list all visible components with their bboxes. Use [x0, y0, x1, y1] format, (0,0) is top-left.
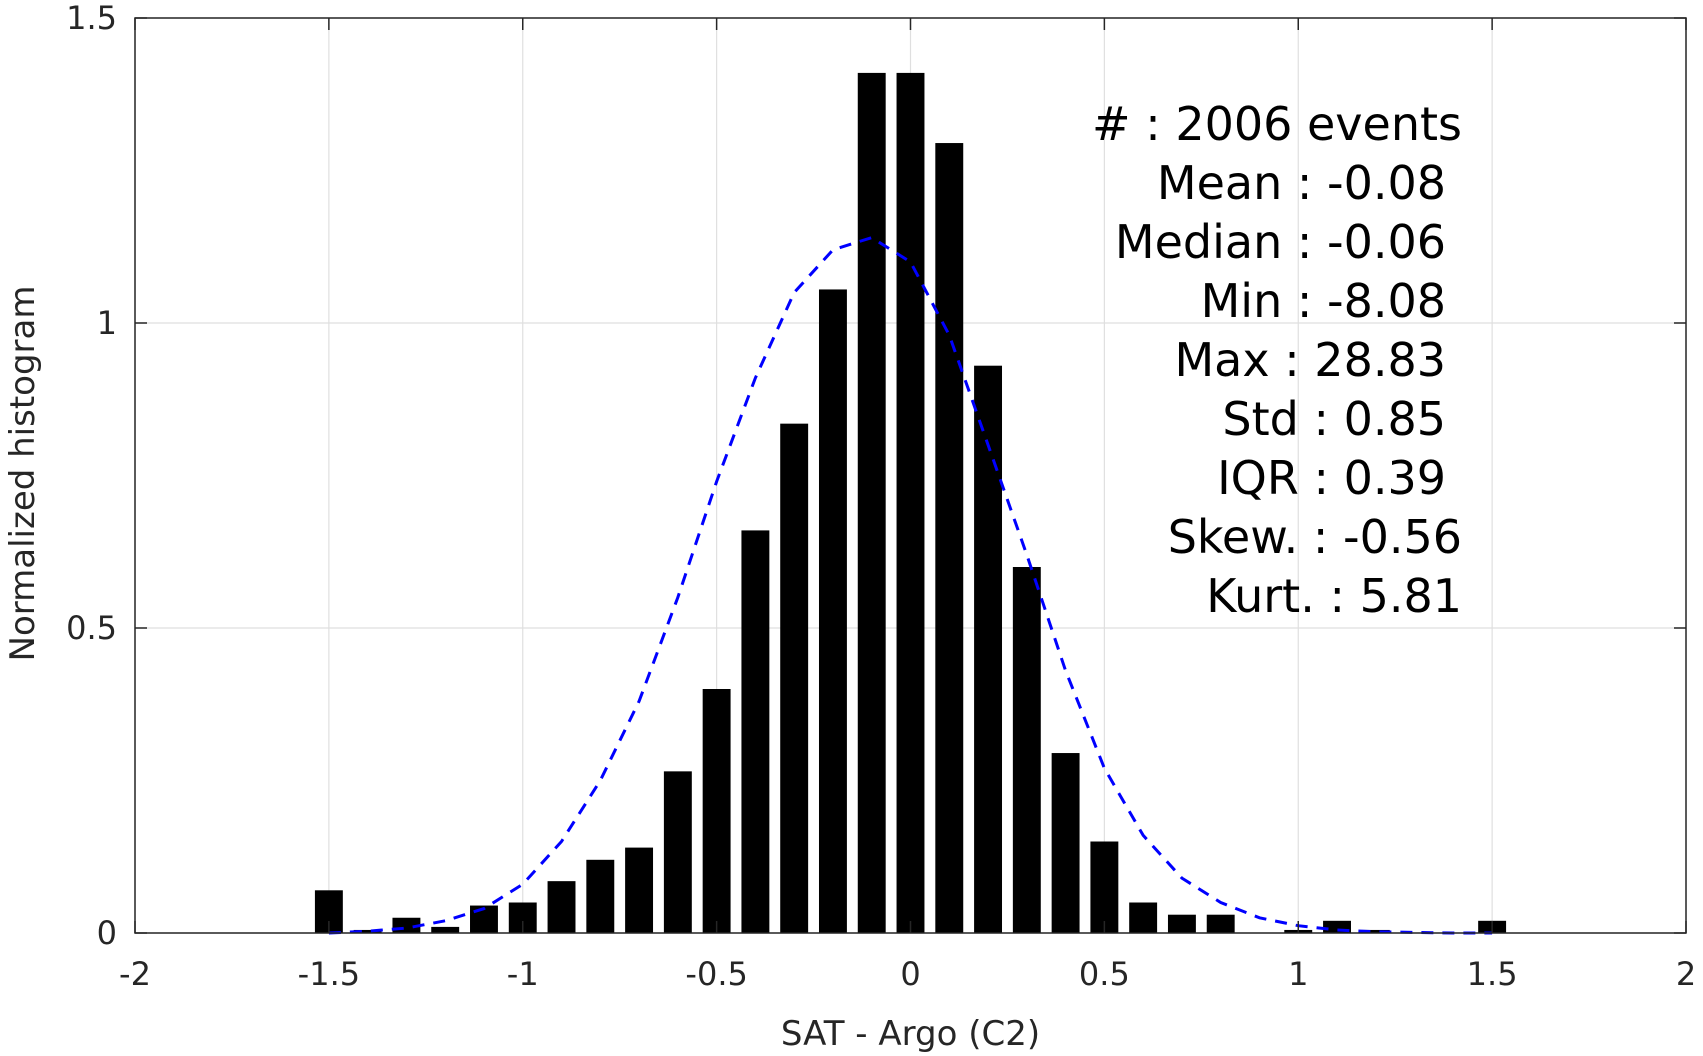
- histogram-bar: [663, 771, 692, 933]
- stats-line: Skew. : -0.56: [1168, 510, 1462, 564]
- x-tick-label: 0: [900, 955, 920, 993]
- histogram-bar: [702, 689, 731, 933]
- y-tick-label: 1.5: [66, 0, 117, 37]
- stats-line: Std : 0.85: [1222, 392, 1446, 446]
- x-tick-label: -1: [507, 955, 539, 993]
- x-tick-label: -1.5: [298, 955, 360, 993]
- y-tick-label: 1: [97, 304, 117, 342]
- histogram-bar: [353, 929, 382, 933]
- histogram-bar: [974, 365, 1003, 933]
- histogram-bar: [586, 859, 615, 933]
- stats-line: IQR : 0.39: [1217, 451, 1446, 505]
- histogram-bar: [1090, 841, 1119, 933]
- histogram-bar: [741, 530, 770, 933]
- x-tick-label: -0.5: [685, 955, 747, 993]
- x-tick-label: 0.5: [1079, 955, 1130, 993]
- histogram-bar: [1206, 914, 1235, 933]
- stats-line: Kurt. : 5.81: [1206, 569, 1462, 623]
- y-axis-title: Normalized histogram: [3, 286, 43, 662]
- x-tick-label: 2: [1676, 955, 1696, 993]
- histogram-bar: [625, 847, 654, 933]
- histogram-bar: [1361, 929, 1390, 933]
- x-tick-label: -2: [119, 955, 151, 993]
- x-tick-label: 1.5: [1467, 955, 1518, 993]
- histogram-bar: [935, 143, 964, 934]
- histogram-bar: [818, 289, 847, 933]
- stats-line: Median : -0.06: [1115, 215, 1446, 269]
- histogram-bar: [1167, 914, 1196, 933]
- stats-line: Max : 28.83: [1174, 333, 1446, 387]
- y-tick-label: 0: [97, 914, 117, 952]
- histogram-bar: [1012, 567, 1041, 933]
- x-tick-label: 1: [1288, 955, 1308, 993]
- histogram-bar: [547, 881, 576, 933]
- histogram-bar: [857, 72, 886, 933]
- histogram-bar: [1129, 902, 1158, 933]
- histogram-bar: [431, 926, 460, 933]
- x-axis-title: SAT - Argo (C2): [781, 1014, 1040, 1054]
- histogram-bars: [314, 72, 1507, 934]
- histogram-bar: [896, 72, 925, 933]
- histogram-bar: [780, 423, 809, 933]
- histogram-bar: [1051, 753, 1080, 933]
- stats-line: Mean : -0.08: [1157, 156, 1446, 210]
- stats-line: Min : -8.08: [1201, 274, 1446, 328]
- plot-axes: [134, 17, 1687, 934]
- y-tick-label: 0.5: [66, 609, 117, 647]
- stats-line: # : 2006 events: [1092, 97, 1462, 151]
- tick-labels: -2 -1.5 -1 -0.5 0 0.5 1 1.5 2 0 0.5 1 1.5: [66, 0, 1696, 993]
